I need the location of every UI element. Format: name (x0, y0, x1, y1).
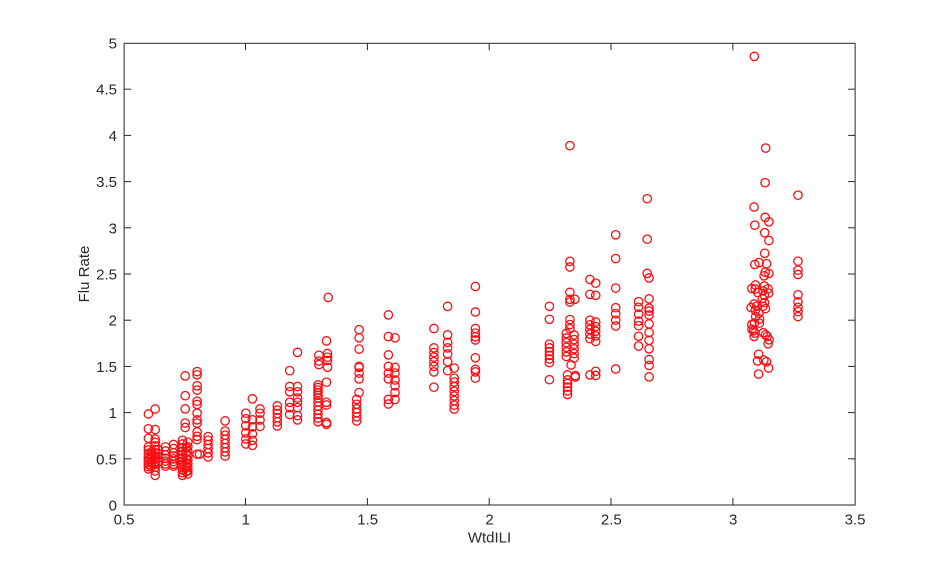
svg-text:3: 3 (109, 220, 117, 237)
svg-text:3.5: 3.5 (96, 174, 117, 191)
svg-text:2.5: 2.5 (601, 512, 622, 529)
svg-text:3.5: 3.5 (845, 512, 866, 529)
svg-text:0: 0 (109, 498, 117, 515)
svg-text:4.5: 4.5 (96, 82, 117, 99)
svg-text:1.5: 1.5 (357, 512, 378, 529)
svg-text:2: 2 (109, 313, 117, 330)
svg-text:1.5: 1.5 (96, 359, 117, 376)
svg-text:0.5: 0.5 (96, 451, 117, 468)
svg-text:4: 4 (109, 128, 117, 145)
svg-text:1: 1 (242, 512, 250, 529)
svg-text:5: 5 (109, 36, 117, 53)
svg-text:2.5: 2.5 (96, 267, 117, 284)
svg-text:2: 2 (485, 512, 493, 529)
svg-text:WtdILI: WtdILI (468, 530, 511, 547)
svg-text:1: 1 (109, 405, 117, 422)
svg-text:0.5: 0.5 (114, 512, 135, 529)
svg-text:Flu Rate: Flu Rate (76, 246, 93, 303)
svg-text:3: 3 (729, 512, 737, 529)
